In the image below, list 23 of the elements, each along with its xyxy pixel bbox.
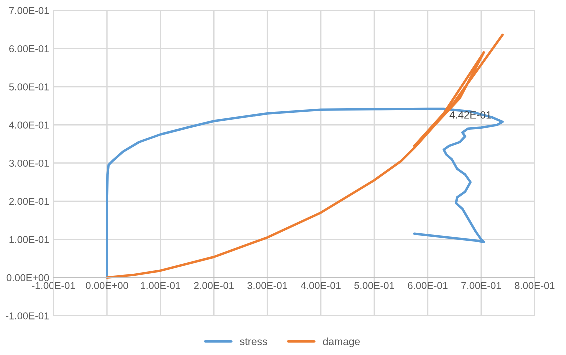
x-tick-label: 8.00E-01 (515, 282, 555, 290)
y-tick-label: 6.00E-01 (10, 45, 50, 53)
x-tick-label: -1.00E-01 (32, 282, 76, 290)
y-tick-label: -1.00E-01 (6, 312, 50, 320)
x-tick-label: 4.00E-01 (300, 282, 341, 290)
y-tick-label: 7.00E-01 (10, 7, 50, 14)
legend-label: stress (240, 338, 268, 346)
y-tick-label: 2.00E-01 (10, 198, 50, 206)
legend-label: damage (323, 338, 360, 348)
x-tick-label: 6.00E-01 (408, 282, 448, 290)
x-tick-label: 1.00E-01 (141, 282, 180, 290)
y-tick-label: 5.00E-01 (9, 84, 50, 91)
y-tick-label: 0.00E+00 (6, 274, 50, 282)
x-tick-label: 0.00E+00 (86, 282, 128, 290)
x-tick-label: 5.00E-01 (354, 282, 394, 290)
line-series (106, 34, 504, 279)
line-series (106, 108, 504, 279)
x-tick-label: 3.00E-01 (248, 282, 288, 290)
x-tick-label: 2.00E-01 (194, 282, 234, 290)
y-tick-label: 4.00E-01 (9, 122, 50, 129)
y-tick-label: 1.00E-01 (10, 236, 50, 244)
y-tick-label: 3.00E-01 (9, 160, 50, 168)
x-tick-label: 7.00E-01 (462, 282, 502, 290)
